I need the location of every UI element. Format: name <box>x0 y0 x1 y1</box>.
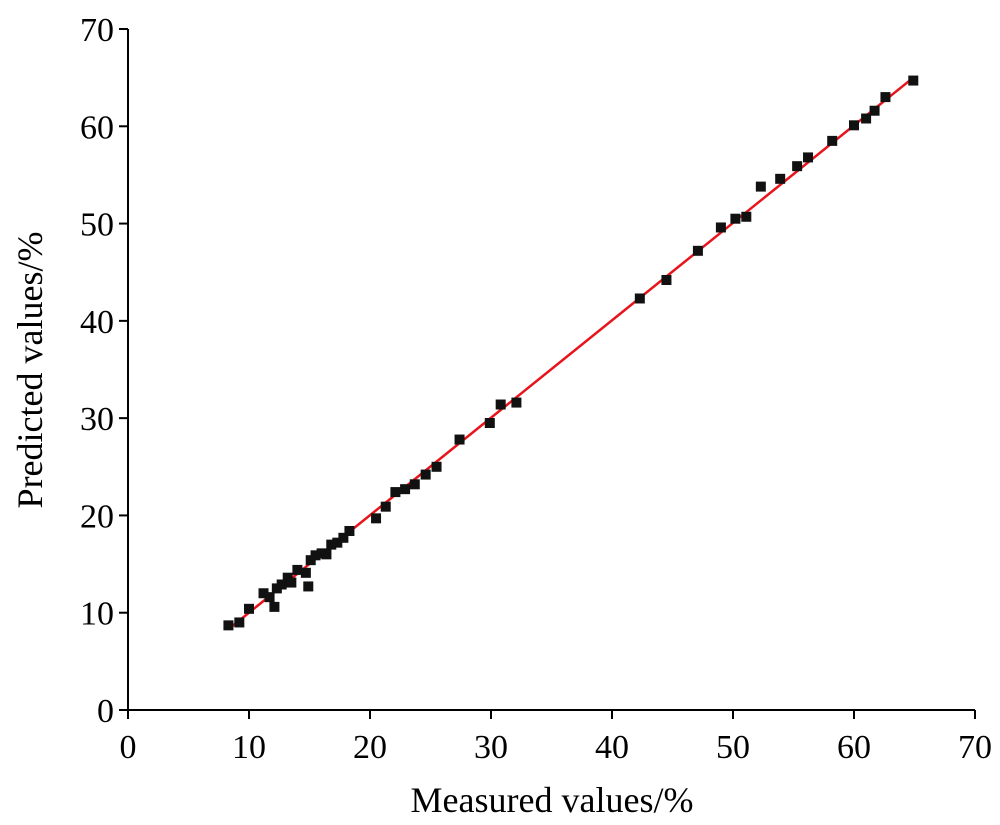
data-point <box>661 274 672 285</box>
data-point <box>292 564 303 575</box>
data-point <box>244 603 254 614</box>
data-point <box>511 397 522 408</box>
data-point <box>692 245 703 256</box>
data-point <box>409 479 420 490</box>
data-point <box>303 581 314 592</box>
y-tick-label: 10 <box>80 596 114 633</box>
data-point <box>332 537 343 548</box>
data-point <box>338 532 349 543</box>
data-point <box>715 222 726 233</box>
data-point <box>495 399 506 410</box>
data-point <box>400 484 411 495</box>
x-tick-label: 0 <box>120 729 137 766</box>
data-point <box>310 550 321 561</box>
data-point <box>371 513 382 524</box>
axes: 0 10 20 30 40 50 60 70 0 10 20 30 40 50 60 70 <box>80 12 992 766</box>
data-point <box>775 173 786 184</box>
y-axis-title: Predicted values/% <box>10 232 50 509</box>
data-point <box>454 434 465 445</box>
data-point <box>223 620 234 631</box>
data-point <box>326 539 337 550</box>
y-tick-label: 0 <box>97 693 114 730</box>
x-tick-label: 60 <box>837 729 871 766</box>
data-point <box>420 469 431 480</box>
data-point <box>258 588 269 599</box>
data-point <box>321 549 332 560</box>
x-tick-label: 70 <box>958 729 992 766</box>
data-point <box>269 601 280 612</box>
x-axis-title: Measured values/% <box>411 780 694 820</box>
x-tick-label: 50 <box>716 729 750 766</box>
data-point <box>634 293 645 304</box>
data-point <box>730 213 741 224</box>
data-point <box>300 567 311 578</box>
y-tick-label: 20 <box>80 498 114 535</box>
data-point <box>380 501 391 512</box>
y-tick-label: 30 <box>80 401 114 438</box>
data-point <box>861 113 872 124</box>
data-point <box>827 135 838 146</box>
data-point <box>234 617 245 628</box>
data-point <box>792 161 803 172</box>
data-point <box>276 579 287 590</box>
x-tick-label: 40 <box>595 729 629 766</box>
data-point <box>880 92 891 103</box>
y-tick-label: 70 <box>80 12 114 49</box>
data-point <box>484 418 495 429</box>
data-point <box>431 461 442 472</box>
x-tick-label: 30 <box>474 729 508 766</box>
data-points <box>223 75 919 631</box>
data-point <box>849 120 859 131</box>
data-point <box>390 487 401 498</box>
data-point <box>344 525 355 536</box>
x-tick-label: 10 <box>232 729 266 766</box>
data-point <box>264 592 275 603</box>
data-point <box>741 211 752 222</box>
y-tick-label: 50 <box>80 207 114 244</box>
data-point <box>755 181 766 192</box>
data-point <box>803 152 814 163</box>
x-tick-label: 20 <box>353 729 387 766</box>
y-tick-label: 40 <box>80 304 114 341</box>
data-point <box>908 75 919 86</box>
y-tick-label: 60 <box>80 109 114 146</box>
data-point <box>286 577 297 588</box>
data-point <box>869 105 880 116</box>
